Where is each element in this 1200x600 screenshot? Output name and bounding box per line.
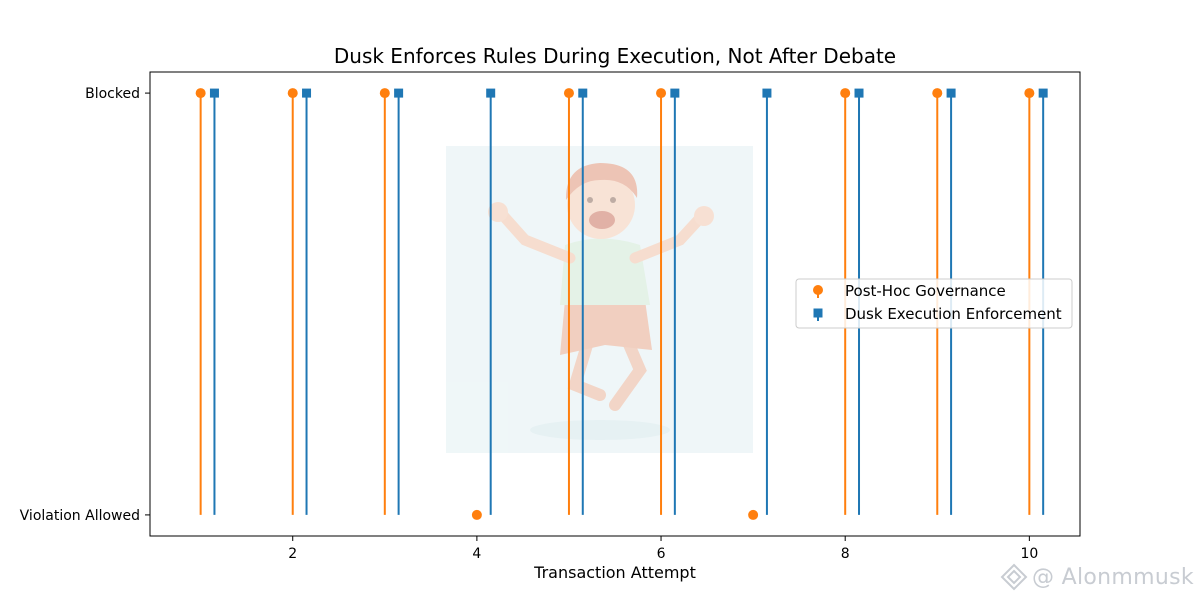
illustration-hand (488, 202, 508, 222)
illustration-leg (567, 329, 606, 401)
legend-label-post-hoc: Post-Hoc Governance (845, 282, 1006, 300)
legend-box (795, 278, 1073, 329)
stem-marker-dusk (762, 88, 772, 98)
stem-marker-post-hoc (287, 88, 298, 99)
legend-marker-post-hoc (813, 285, 823, 295)
illustration-head (567, 171, 635, 239)
background-illustration (446, 146, 753, 453)
stem-marker-dusk (670, 88, 680, 98)
stem-marker-dusk (578, 88, 588, 98)
watermark-text: @ Alonmmusk (1032, 564, 1194, 590)
stem-marker-dusk (1038, 88, 1048, 98)
x-axis-label: Transaction Attempt (533, 563, 696, 582)
stem-series (195, 88, 1048, 520)
stem-marker-post-hoc (656, 88, 667, 99)
stem-marker-post-hoc (195, 88, 206, 99)
illustration-hand (694, 206, 714, 226)
diamond-logo-icon (1000, 563, 1028, 591)
illustration-arm (629, 210, 708, 264)
legend-label-dusk: Dusk Execution Enforcement (845, 305, 1062, 323)
x-axis-ticks: 2 4 6 8 10 (288, 536, 1038, 562)
stem-marker-dusk (486, 88, 496, 98)
x-tick-label: 8 (841, 546, 850, 562)
stem-marker-dusk (209, 88, 219, 98)
illustration-hair (565, 163, 638, 200)
stem-marker-post-hoc (748, 509, 759, 520)
stem-marker-post-hoc (379, 88, 390, 99)
stem-marker-post-hoc (840, 88, 851, 99)
stem-marker-post-hoc (563, 88, 574, 99)
illustration-shirt (560, 238, 650, 305)
y-tick-label: Violation Allowed (20, 508, 140, 524)
illustration-arm (494, 206, 576, 264)
chart-title: Dusk Enforces Rules During Execution, No… (334, 44, 896, 68)
stem-marker-post-hoc (932, 88, 943, 99)
illustration-mouth (589, 211, 615, 229)
illustration-shadow (530, 420, 670, 440)
x-tick-label: 4 (472, 546, 481, 562)
stem-marker-dusk (394, 88, 404, 98)
stem-marker-post-hoc (471, 509, 482, 520)
y-tick-label: Blocked (85, 86, 140, 102)
watermark: @ Alonmmusk (1000, 560, 1194, 594)
x-tick-label: 6 (657, 546, 666, 562)
illustration-eye (587, 197, 593, 203)
legend-marker-dusk (813, 308, 823, 318)
stem-marker-dusk (946, 88, 956, 98)
legend: Post-Hoc Governance Dusk Execution Enfor… (795, 278, 1073, 329)
y-axis-ticks: Violation Allowed Blocked (20, 86, 150, 524)
plot-area-frame (149, 71, 1081, 537)
stem-marker-dusk (854, 88, 864, 98)
x-tick-label: 2 (288, 546, 297, 562)
stem-marker-dusk (302, 88, 312, 98)
stem-marker-post-hoc (1024, 88, 1035, 99)
x-tick-label: 10 (1020, 546, 1038, 562)
illustration-eye (610, 197, 616, 203)
